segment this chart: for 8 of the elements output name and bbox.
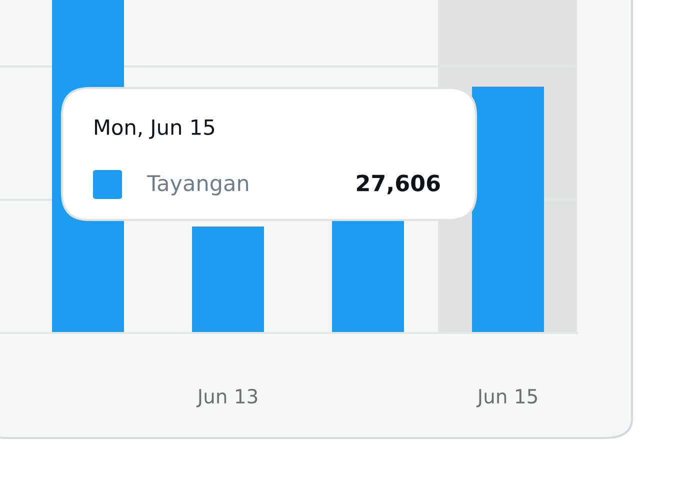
- x-tick-label: Jun 13: [196, 388, 258, 408]
- legend-label: Tayangan: [146, 175, 248, 196]
- bar: [332, 220, 404, 333]
- annotation: 27,606: [357, 174, 440, 194]
- bar: [472, 86, 544, 333]
- bar: [192, 226, 264, 333]
- x-tick-label: Jun 15: [476, 389, 537, 408]
- annotation: Mon, Jun 15: [95, 120, 214, 139]
